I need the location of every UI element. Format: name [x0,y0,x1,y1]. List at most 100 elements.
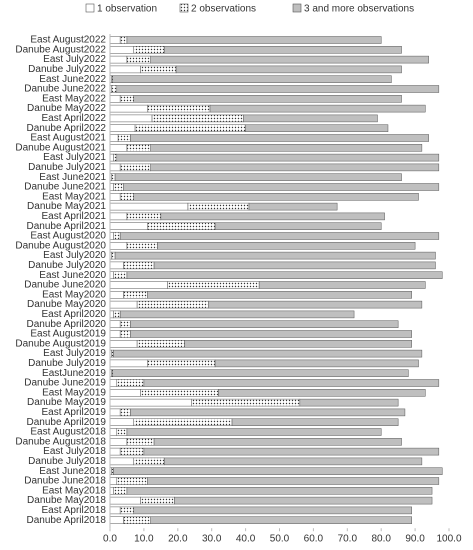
bar-segment [109,300,138,309]
bar-segment [123,183,440,191]
x-tick-label: 30.0 [202,534,222,545]
bar-segment [109,163,121,172]
y-tick-label: East June2018 [39,466,106,477]
legend-label: 1 observation [97,4,157,15]
bar-segment [150,55,429,64]
y-tick-label: East April2021 [42,211,107,222]
bar-segment [126,487,433,495]
y-tick-label: East June2022 [39,74,106,85]
y-tick-label: Danube August2022 [15,44,106,55]
bar-segment [109,389,141,397]
y-tick-label: Danube July2022 [28,64,106,75]
bar-segment [109,183,114,191]
bar-segment [150,516,412,524]
bar-segment [208,300,423,309]
bar-segment [109,281,168,289]
y-tick-label: Danube June2020 [24,280,106,291]
bar-segment [109,340,138,348]
y-tick-label: East April2018 [42,505,107,516]
y-tick-label: East August2020 [30,231,106,242]
bar-segment [111,85,118,93]
y-tick-label: Danube April2019 [26,417,106,428]
bar-segment [147,222,216,230]
bar-segment [126,428,382,436]
x-tick-label: 20.0 [168,534,188,545]
bar-segment [109,506,121,515]
bar-segment [191,398,301,407]
y-tick-label: Danube May2021 [27,201,106,212]
bar-segment [143,447,440,456]
bar-segment [112,369,409,377]
legend-swatch [292,3,302,13]
bar-segment [157,242,416,250]
y-tick-label: Danube June2022 [24,84,106,95]
bar-segment [119,447,145,456]
bar-segment [147,291,412,299]
bar-segment [109,114,153,123]
bar-segment [130,134,429,142]
bar-segment [109,104,148,113]
y-tick-label: East May2022 [42,93,106,104]
bar-segment [119,310,355,319]
bar-segment [109,144,128,152]
bar-segment [119,330,131,338]
bar-segment [133,193,419,201]
bar-segment [218,389,426,397]
bar-segment [126,55,151,64]
y-tick-label: East August2022 [30,35,106,46]
bar-segment [214,222,382,230]
bar-segment [109,193,121,201]
bar-segment [175,65,402,74]
bar-segment [109,359,148,368]
bar-segment [109,212,128,221]
y-tick-label: Danube May2022 [27,103,106,114]
y-tick-label: East April2019 [42,407,107,418]
bar-segment [109,408,121,417]
bar-segment [116,379,145,387]
bar-segment [111,251,116,260]
bar-segment [119,193,134,201]
bar-segment [126,242,158,250]
bar-segment [130,330,412,338]
y-tick-label: East July2022 [43,54,106,65]
bar-segment [160,212,385,221]
bar-segment [163,457,423,466]
y-tick-label: East April2022 [42,113,107,124]
bar-segment [123,291,148,299]
y-tick-label: Danube April2021 [26,221,106,232]
y-tick-label: EastJune2019 [42,368,106,379]
legend-swatch [179,3,189,13]
bar-segment [109,428,118,436]
bar-segment [133,46,165,54]
bar-segment [109,271,114,279]
y-tick-label: Danube June2018 [24,476,106,487]
y-tick-label: East July2020 [43,250,106,261]
bar-segment [113,467,443,475]
y-tick-label: East July2018 [43,446,106,457]
bar-segment [299,398,399,407]
bar-segment [109,95,121,103]
bar-segment [113,232,121,240]
bar-segment [109,496,141,505]
bar-segment [109,447,121,456]
y-tick-label: East July2021 [43,152,106,163]
bar-segment [109,46,134,54]
y-tick-label: Danube August2019 [15,338,106,349]
bar-segment [113,183,124,191]
y-tick-label: Danube July2018 [28,456,106,467]
x-tick-label: 90.0 [405,534,425,545]
bar-segment [150,163,440,172]
bar-segment [109,320,121,328]
bar-segment [119,506,134,515]
y-tick-label: Danube June2021 [24,182,106,193]
bar-segment [184,340,412,348]
bar-segment [116,477,148,485]
bar-segment [116,153,440,162]
bar-segment [109,398,192,407]
y-tick-label: East June2021 [39,172,106,183]
bar-segment [130,408,406,417]
bar-segment [126,271,443,279]
bar-segment [109,153,114,162]
y-tick-label: Danube August2021 [15,142,106,153]
